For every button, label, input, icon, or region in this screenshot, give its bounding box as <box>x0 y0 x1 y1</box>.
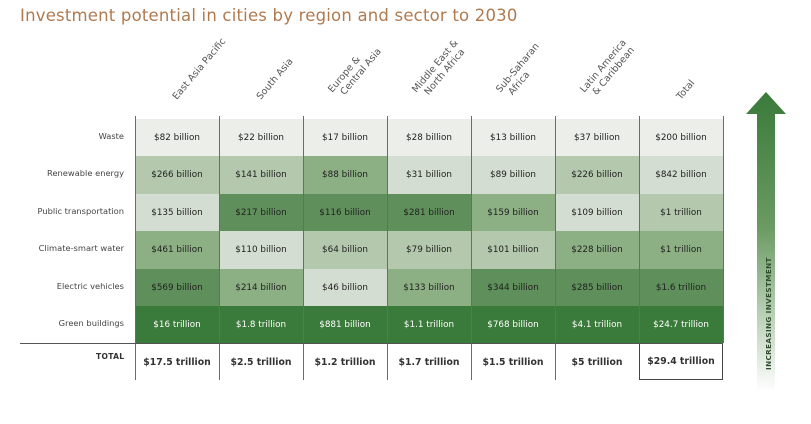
cell-climate-smart-water-latin-america-caribbean: $228 billion <box>555 231 639 270</box>
cell-green-buildings-south-asia: $1.8 trillion <box>219 306 303 344</box>
cell-green-buildings-europe-central-asia: $881 billion <box>303 306 387 344</box>
grid-divider <box>639 116 640 380</box>
total-latin-america-caribbean: $5 trillion <box>571 356 623 368</box>
total-south-asia: $2.5 trillion <box>230 356 292 368</box>
cell-renewable-energy-east-asia-pacific: $266 billion <box>135 156 219 195</box>
row-label-renewable-energy: Renewable energy <box>47 168 124 179</box>
cell-public-transportation-sub-saharan-africa: $159 billion <box>471 193 555 232</box>
cell-public-transportation-south-asia: $217 billion <box>219 193 303 232</box>
cell-renewable-energy-europe-central-asia: $88 billion <box>303 156 387 195</box>
cell-green-buildings-middle-east-north-africa: $1.1 trillion <box>387 306 471 344</box>
column-header-south-asia: South Asia <box>255 56 296 102</box>
total-total: $29.4 trillion <box>639 344 723 380</box>
cell-waste-south-asia: $22 billion <box>219 119 303 157</box>
cell-electric-vehicles-total: $1.6 trillion <box>639 268 723 307</box>
cell-electric-vehicles-east-asia-pacific: $569 billion <box>135 268 219 307</box>
cell-renewable-energy-total: $842 billion <box>639 156 723 195</box>
cell-public-transportation-europe-central-asia: $116 billion <box>303 193 387 232</box>
cell-climate-smart-water-south-asia: $110 billion <box>219 231 303 270</box>
column-header-east-asia-pacific: East Asia Pacific <box>171 36 229 102</box>
grid-divider <box>303 116 304 380</box>
row-label-climate-smart-water: Climate-smart water <box>38 243 124 254</box>
total-middle-east-north-africa: $1.7 trillion <box>398 356 460 368</box>
cell-electric-vehicles-sub-saharan-africa: $344 billion <box>471 268 555 307</box>
row-label-electric-vehicles: Electric vehicles <box>56 280 124 291</box>
cell-climate-smart-water-europe-central-asia: $64 billion <box>303 231 387 270</box>
cell-green-buildings-total: $24.7 trillion <box>639 306 723 344</box>
cell-climate-smart-water-total: $1 trillion <box>639 231 723 270</box>
cell-electric-vehicles-south-asia: $214 billion <box>219 268 303 307</box>
arrow-up-icon <box>746 92 786 392</box>
total-row-label: TOTAL <box>96 352 125 361</box>
cell-waste-sub-saharan-africa: $13 billion <box>471 119 555 157</box>
grid-divider <box>219 116 220 380</box>
cell-waste-latin-america-caribbean: $37 billion <box>555 119 639 157</box>
total-sub-saharan-africa: $1.5 trillion <box>482 356 544 368</box>
column-header-total: Total <box>675 78 698 102</box>
grid-bottom-rule <box>20 343 723 345</box>
cell-renewable-energy-middle-east-north-africa: $31 billion <box>387 156 471 195</box>
cell-renewable-energy-sub-saharan-africa: $89 billion <box>471 156 555 195</box>
cell-renewable-energy-latin-america-caribbean: $226 billion <box>555 156 639 195</box>
column-header-sub-saharan-africa: Sub-Saharan Africa <box>494 41 550 102</box>
column-header-europe-central-asia: Europe & Central Asia <box>326 39 384 102</box>
cell-green-buildings-sub-saharan-africa: $768 billion <box>471 306 555 344</box>
cell-waste-total: $200 billion <box>639 119 723 157</box>
cell-waste-middle-east-north-africa: $28 billion <box>387 119 471 157</box>
column-header-line: South Asia <box>254 56 296 102</box>
grid-divider <box>723 116 724 344</box>
grid-divider <box>555 116 556 380</box>
increasing-investment-arrow <box>746 92 786 392</box>
cell-green-buildings-east-asia-pacific: $16 trillion <box>135 306 219 344</box>
column-header-middle-east-north-africa: Middle East & North Africa <box>410 38 469 102</box>
cell-renewable-energy-south-asia: $141 billion <box>219 156 303 195</box>
cell-public-transportation-middle-east-north-africa: $281 billion <box>387 193 471 232</box>
chart-title: Investment potential in cities by region… <box>20 6 518 25</box>
cell-climate-smart-water-sub-saharan-africa: $101 billion <box>471 231 555 270</box>
column-header-line: Total <box>674 77 698 102</box>
column-header-latin-america-caribbean: Latin America & Caribbean <box>578 38 637 102</box>
cell-green-buildings-latin-america-caribbean: $4.1 trillion <box>555 306 639 344</box>
grid-divider <box>387 116 388 380</box>
cell-electric-vehicles-latin-america-caribbean: $285 billion <box>555 268 639 307</box>
cell-climate-smart-water-middle-east-north-africa: $79 billion <box>387 231 471 270</box>
cell-public-transportation-latin-america-caribbean: $109 billion <box>555 193 639 232</box>
cell-climate-smart-water-east-asia-pacific: $461 billion <box>135 231 219 270</box>
cell-public-transportation-total: $1 trillion <box>639 193 723 232</box>
cell-public-transportation-east-asia-pacific: $135 billion <box>135 193 219 232</box>
cell-waste-east-asia-pacific: $82 billion <box>135 119 219 157</box>
total-europe-central-asia: $1.2 trillion <box>314 356 376 368</box>
grid-divider <box>135 116 136 380</box>
row-label-green-buildings: Green buildings <box>58 318 124 328</box>
cell-electric-vehicles-europe-central-asia: $46 billion <box>303 268 387 307</box>
total-east-asia-pacific: $17.5 trillion <box>143 356 211 368</box>
grid-divider <box>471 116 472 380</box>
column-header-line: East Asia Pacific <box>170 36 229 103</box>
increasing-investment-label: INCREASING INVESTMENT <box>764 257 773 370</box>
row-label-public-transportation: Public transportation <box>37 205 124 216</box>
cell-electric-vehicles-middle-east-north-africa: $133 billion <box>387 268 471 307</box>
cell-waste-europe-central-asia: $17 billion <box>303 119 387 157</box>
row-label-waste: Waste <box>98 131 124 141</box>
